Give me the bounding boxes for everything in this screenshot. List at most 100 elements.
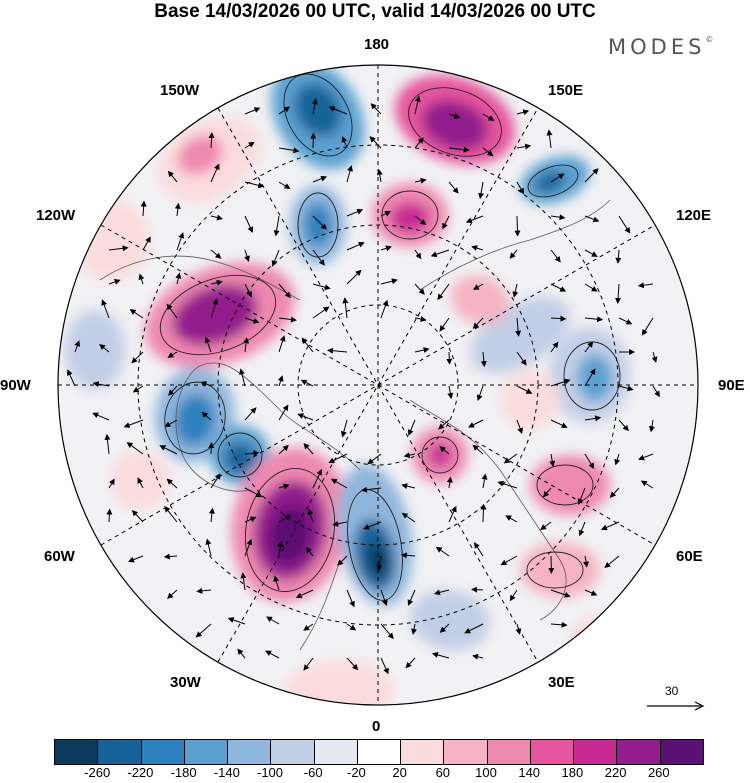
wind-arrow-icon <box>208 132 215 149</box>
colorbar-tick-label: 60 <box>435 765 451 780</box>
wind-arrow-icon <box>584 415 602 422</box>
wind-arrow-icon <box>641 317 654 336</box>
wind-arrow-icon <box>346 589 355 608</box>
wind-arrow-icon <box>380 278 398 285</box>
wind-arrow-icon <box>166 478 178 489</box>
anomaly-blob <box>285 660 395 705</box>
contour-line <box>408 87 502 157</box>
wind-arrow-icon <box>407 589 416 606</box>
wind-arrow-icon <box>273 575 280 591</box>
anomaly-blob <box>65 310 125 390</box>
wind-arrow-icon <box>648 419 655 433</box>
wind-arrow-icon <box>312 249 325 266</box>
wind-arrow-icon <box>244 283 252 298</box>
colorbar-segment <box>357 740 402 764</box>
wind-arrow-icon <box>442 215 450 230</box>
wind-arrow-icon <box>380 299 389 319</box>
lon-label-120e: 120E <box>676 207 712 224</box>
wind-arrow-icon <box>332 520 348 527</box>
wind-arrow-icon <box>380 657 389 675</box>
anomaly-blob <box>224 442 256 474</box>
colorbar-tick-label: -60 <box>303 765 323 780</box>
wind-arrow-icon <box>414 95 421 115</box>
anomaly-blob <box>172 284 258 346</box>
colorbar-tick-label: 140 <box>518 765 541 780</box>
wind-arrow-icon <box>481 473 488 489</box>
wind-arrow-icon <box>99 343 110 353</box>
wind-arrow-icon <box>430 249 450 258</box>
lon-label-60w: 60W <box>44 548 75 565</box>
wind-arrow-icon <box>516 143 532 150</box>
wind-arrow-icon <box>584 316 604 323</box>
anomaly-blob <box>304 203 332 247</box>
colorbar-segment <box>487 740 531 764</box>
wind-arrow-icon <box>516 351 527 366</box>
wind-arrow-icon <box>405 657 416 669</box>
wind-arrow-icon <box>128 555 144 563</box>
wind-arrow-icon <box>448 505 457 523</box>
contour-line <box>283 73 353 157</box>
wind-arrow-icon <box>401 512 416 523</box>
wind-arrow-icon <box>618 385 634 392</box>
wind-arrow-icon <box>500 555 518 566</box>
wind-arrow-icon <box>550 621 568 628</box>
wind-arrow-icon <box>439 623 450 633</box>
wind-arrow-icon <box>297 413 314 421</box>
wind-arrow-icon <box>431 652 450 659</box>
wind-arrow-icon <box>131 509 144 523</box>
lon-label-90w: 90W <box>0 377 31 394</box>
wind-arrow-icon <box>584 283 598 292</box>
wind-arrow-icon <box>278 514 292 523</box>
wind-arrow-icon <box>167 170 178 183</box>
wind-arrow-icon <box>411 623 417 635</box>
wind-arrow-icon <box>400 552 416 559</box>
wind-arrow-icon <box>328 453 348 464</box>
colorbar-segment <box>141 740 185 764</box>
wind-arrow-icon <box>618 317 633 325</box>
wind-arrow-icon <box>101 299 110 319</box>
wind-arrow-icon <box>277 375 284 387</box>
wind-arrow-icon <box>367 453 382 465</box>
wind-arrow-icon <box>108 279 121 285</box>
wind-arrow-icon <box>106 508 113 523</box>
wind-arrow-icon <box>476 385 484 402</box>
wind-arrow-icon <box>273 215 280 237</box>
wind-arrow-icon <box>439 317 450 332</box>
wind-arrow-icon <box>503 453 518 464</box>
wind-arrow-icon <box>376 555 383 572</box>
wind-arrow-icon <box>550 419 568 428</box>
colorbar-tick-label: 220 <box>604 765 627 780</box>
lon-label-0: 0 <box>372 718 381 735</box>
wind-arrow-icon <box>618 215 631 234</box>
brand-mark: © <box>705 35 714 44</box>
wind-arrow-icon <box>227 617 246 625</box>
wind-arrow-icon <box>615 283 622 304</box>
wind-arrow-icon <box>205 538 212 557</box>
wind-arrow-icon <box>472 444 484 455</box>
wind-arrow-icon <box>244 249 250 262</box>
wind-arrow-icon <box>278 483 290 490</box>
wind-arrow-icon <box>604 555 620 569</box>
wind-arrow-icon <box>196 587 212 594</box>
wind-arrow-icon <box>509 249 518 259</box>
map-title: Base 14/03/2026 00 UTC, valid 14/03/2026… <box>154 1 596 22</box>
wind-arrow-icon <box>516 385 533 394</box>
wind-arrow-icon <box>327 347 348 354</box>
wind-arrow-icon <box>244 141 255 149</box>
wind-arrow-icon <box>550 283 567 292</box>
wind-arrow-icon <box>446 476 453 489</box>
wind-arrow-icon <box>159 445 178 455</box>
wind-arrow-icon <box>615 249 622 264</box>
wind-arrow-icon <box>303 657 314 671</box>
wind-arrow-icon <box>123 419 144 428</box>
wind-arrow-icon <box>638 453 654 461</box>
wind-arrow-icon <box>74 340 81 353</box>
colorbar-tick-label: 260 <box>647 765 670 780</box>
anomaly-blob <box>520 542 600 598</box>
lon-label-30e: 30E <box>548 674 575 691</box>
colorbar-tick-label: -100 <box>256 765 284 780</box>
wind-arrow-icon <box>584 215 600 223</box>
wind-arrow-icon <box>164 419 178 428</box>
contour-line <box>159 274 277 356</box>
